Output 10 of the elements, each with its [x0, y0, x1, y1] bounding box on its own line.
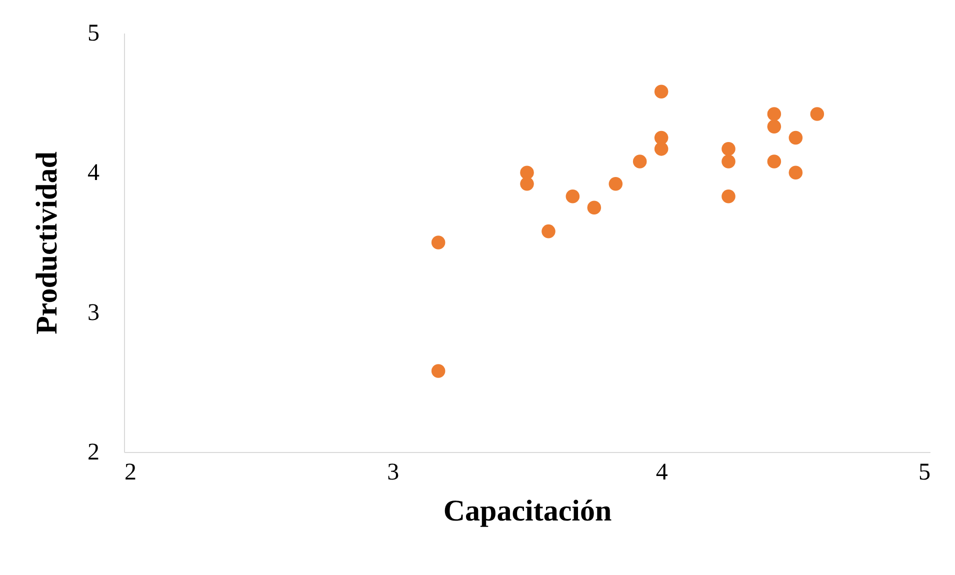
y-tick-label: 4 [88, 160, 100, 186]
x-tick-label: 2 [124, 460, 136, 486]
y-tick-label: 2 [88, 440, 100, 466]
x-tick-label: 3 [387, 460, 400, 486]
y-tick-label: 3 [88, 300, 100, 326]
x-tick-label: 4 [656, 460, 668, 486]
x-axis-title: Capacitación [443, 494, 612, 528]
x-tick-label: 5 [918, 460, 930, 486]
y-axis-title: Productividad [30, 151, 64, 334]
y-tick-label: 5 [88, 20, 100, 46]
